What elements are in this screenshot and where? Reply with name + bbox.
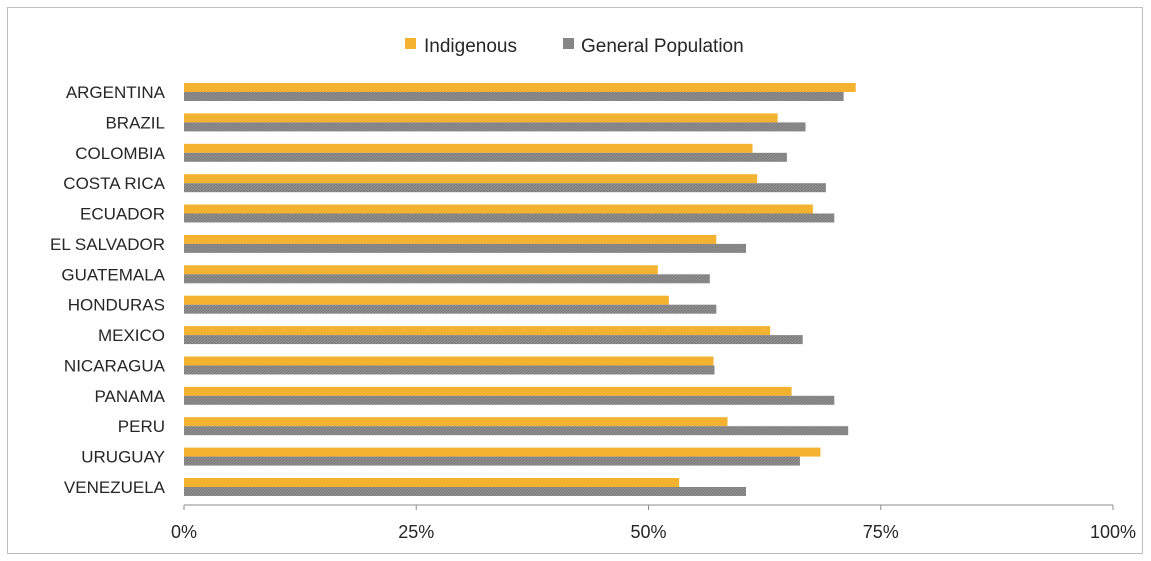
bar-general-population-venezuela xyxy=(184,487,746,496)
bar-indigenous-mexico xyxy=(184,326,771,336)
category-label: MEXICO xyxy=(98,326,165,345)
category-label: VENEZUELA xyxy=(64,478,166,497)
legend-swatch-indigenous xyxy=(405,38,416,49)
bar-indigenous-nicaragua xyxy=(184,356,714,366)
bar-indigenous-colombia xyxy=(184,143,753,153)
category-label: URUGUAY xyxy=(81,448,165,467)
tick-label: 0% xyxy=(171,522,197,542)
bar-general-population-nicaragua xyxy=(184,365,715,375)
bar-general-population-ecuador xyxy=(184,213,835,223)
bar-general-population-panama xyxy=(184,395,835,405)
bar-general-population-costa-rica xyxy=(184,183,826,193)
bar-indigenous-guatemala xyxy=(184,265,658,275)
category-axis-labels: ARGENTINA BRAZIL COLOMBIA COSTA RICA ECUADOR… xyxy=(50,83,166,497)
category-label: EL SALVADOR xyxy=(50,235,165,254)
category-label: ECUADOR xyxy=(80,205,165,224)
bar-indigenous-honduras xyxy=(184,295,669,305)
bar-indigenous-ecuador xyxy=(184,204,813,214)
tick-label: 100% xyxy=(1090,522,1136,542)
category-label: NICARAGUA xyxy=(64,357,166,376)
legend-label-general-population: General Population xyxy=(581,36,744,57)
plot-area xyxy=(184,83,856,496)
category-label: COLOMBIA xyxy=(75,144,165,163)
tick-label: 75% xyxy=(863,522,899,542)
category-label: BRAZIL xyxy=(105,113,165,132)
bar-indigenous-uruguay xyxy=(184,447,821,457)
bar-general-population-mexico xyxy=(184,335,803,345)
category-label: PANAMA xyxy=(94,387,165,406)
bar-general-population-honduras xyxy=(184,304,717,314)
bar-general-population-peru xyxy=(184,426,849,436)
bar-indigenous-venezuela xyxy=(184,478,680,487)
bar-general-population-guatemala xyxy=(184,274,710,284)
bar-general-population-uruguay xyxy=(184,456,800,466)
bar-indigenous-peru xyxy=(184,417,728,427)
tick-label: 25% xyxy=(398,522,434,542)
bar-general-population-el-salvador xyxy=(184,243,746,253)
category-label: HONDURAS xyxy=(68,296,165,315)
bar-indigenous-argentina xyxy=(184,83,856,92)
value-axis: 0% 25% 50% 75% 100% xyxy=(171,505,1136,542)
bar-general-population-colombia xyxy=(184,152,787,162)
bar-general-population-brazil xyxy=(184,122,806,132)
category-label: GUATEMALA xyxy=(61,265,165,284)
bar-general-population-argentina xyxy=(184,92,844,101)
bar-indigenous-costa-rica xyxy=(184,174,758,184)
tick-label: 50% xyxy=(630,522,666,542)
category-label: COSTA RICA xyxy=(63,174,165,193)
legend: Indigenous General Population xyxy=(405,36,744,57)
bar-indigenous-brazil xyxy=(184,113,778,123)
legend-swatch-general-population xyxy=(563,38,574,49)
bar-indigenous-el-salvador xyxy=(184,234,717,244)
category-label: PERU xyxy=(118,417,165,436)
legend-label-indigenous: Indigenous xyxy=(424,36,517,57)
bar-indigenous-panama xyxy=(184,386,792,396)
category-label: ARGENTINA xyxy=(66,83,166,102)
